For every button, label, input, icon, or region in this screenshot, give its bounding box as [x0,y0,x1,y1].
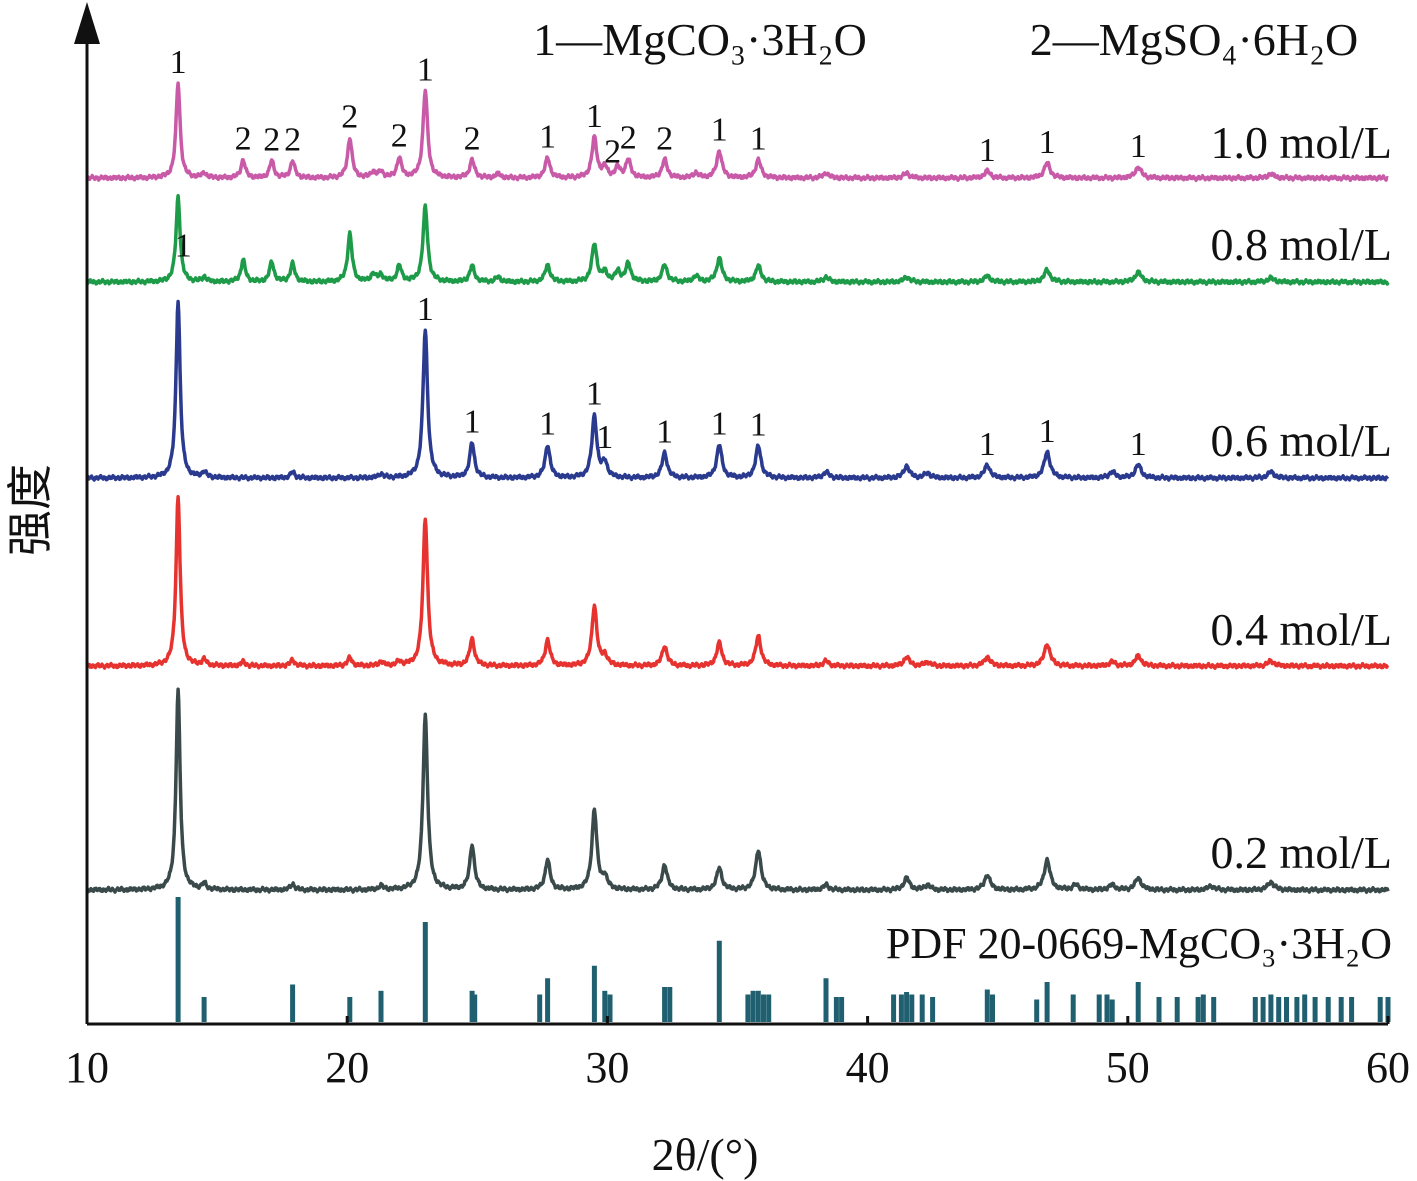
legend-entry-2: 2—MgSO₄·6H₂O [1030,14,1359,65]
peak-label: 1 [464,403,481,440]
reference-pattern-label: PDF 20-0669-MgCO₃·3H₂O [886,919,1392,968]
peak-label: 1 [979,132,996,169]
peak-label: 1 [1130,128,1147,165]
x-tick-label: 40 [846,1043,890,1092]
series-line-1p0-mol-L [85,81,1390,183]
peak-label: 2 [464,121,481,158]
x-tick-label: 20 [325,1043,369,1092]
peak-label: 1 [1039,413,1056,450]
series-label: 1.0 mol/L [1211,117,1392,168]
series-line-0p8-mol-L [85,193,1390,286]
peak-label: 1 [750,407,767,444]
series-line-0p6-mol-L [85,299,1390,482]
peak-label: 2 [235,121,252,158]
x-tick-label: 10 [65,1043,109,1092]
x-tick-label: 30 [585,1043,629,1092]
peak-label: 1 [750,121,767,158]
y-axis-title: 强度 [5,464,56,556]
peak-label: 1 [175,227,192,264]
series-label: 0.4 mol/L [1211,604,1392,655]
peak-label: 2 [656,121,673,158]
peak-label: 1 [1130,426,1147,463]
peak-label: 1 [586,98,603,135]
peak-label: 1 [586,376,603,413]
series-label: 0.8 mol/L [1211,219,1392,270]
x-tick-label: 60 [1366,1043,1410,1092]
peak-label: 1 [979,426,996,463]
peak-label: 2 [391,118,408,155]
peak-label: 1 [417,52,434,89]
peak-label: 1 [539,406,556,443]
peak-label: 2 [263,121,280,158]
peak-label: 1 [1039,124,1056,161]
series-label: 0.6 mol/L [1211,415,1392,466]
peak-label: 1 [596,419,613,456]
peak-label: 2 [341,99,358,136]
x-axis-ticks: 10 20 30 40 50 60 [65,1016,1410,1092]
x-axis-title: 2θ/(°) [652,1129,759,1180]
peak-label: 2 [620,120,637,157]
peak-label: 1 [539,119,556,156]
peak-label: 1 [656,414,673,451]
peak-label: 1 [711,406,728,443]
x-tick-label: 50 [1106,1043,1150,1092]
peak-label: 2 [604,133,621,170]
series-line-0p4-mol-L [85,495,1390,670]
y-axis-arrow [74,2,100,44]
peak-label: 1 [170,44,187,81]
peak-label: 1 [417,291,434,328]
series-label: 0.2 mol/L [1211,827,1392,878]
series-line-0p2-mol-L [85,687,1390,894]
peak-label: 1 [711,112,728,149]
peak-label: 2 [284,122,301,159]
legend-entry-1: 1—MgCO₃·3H₂O [533,14,867,65]
